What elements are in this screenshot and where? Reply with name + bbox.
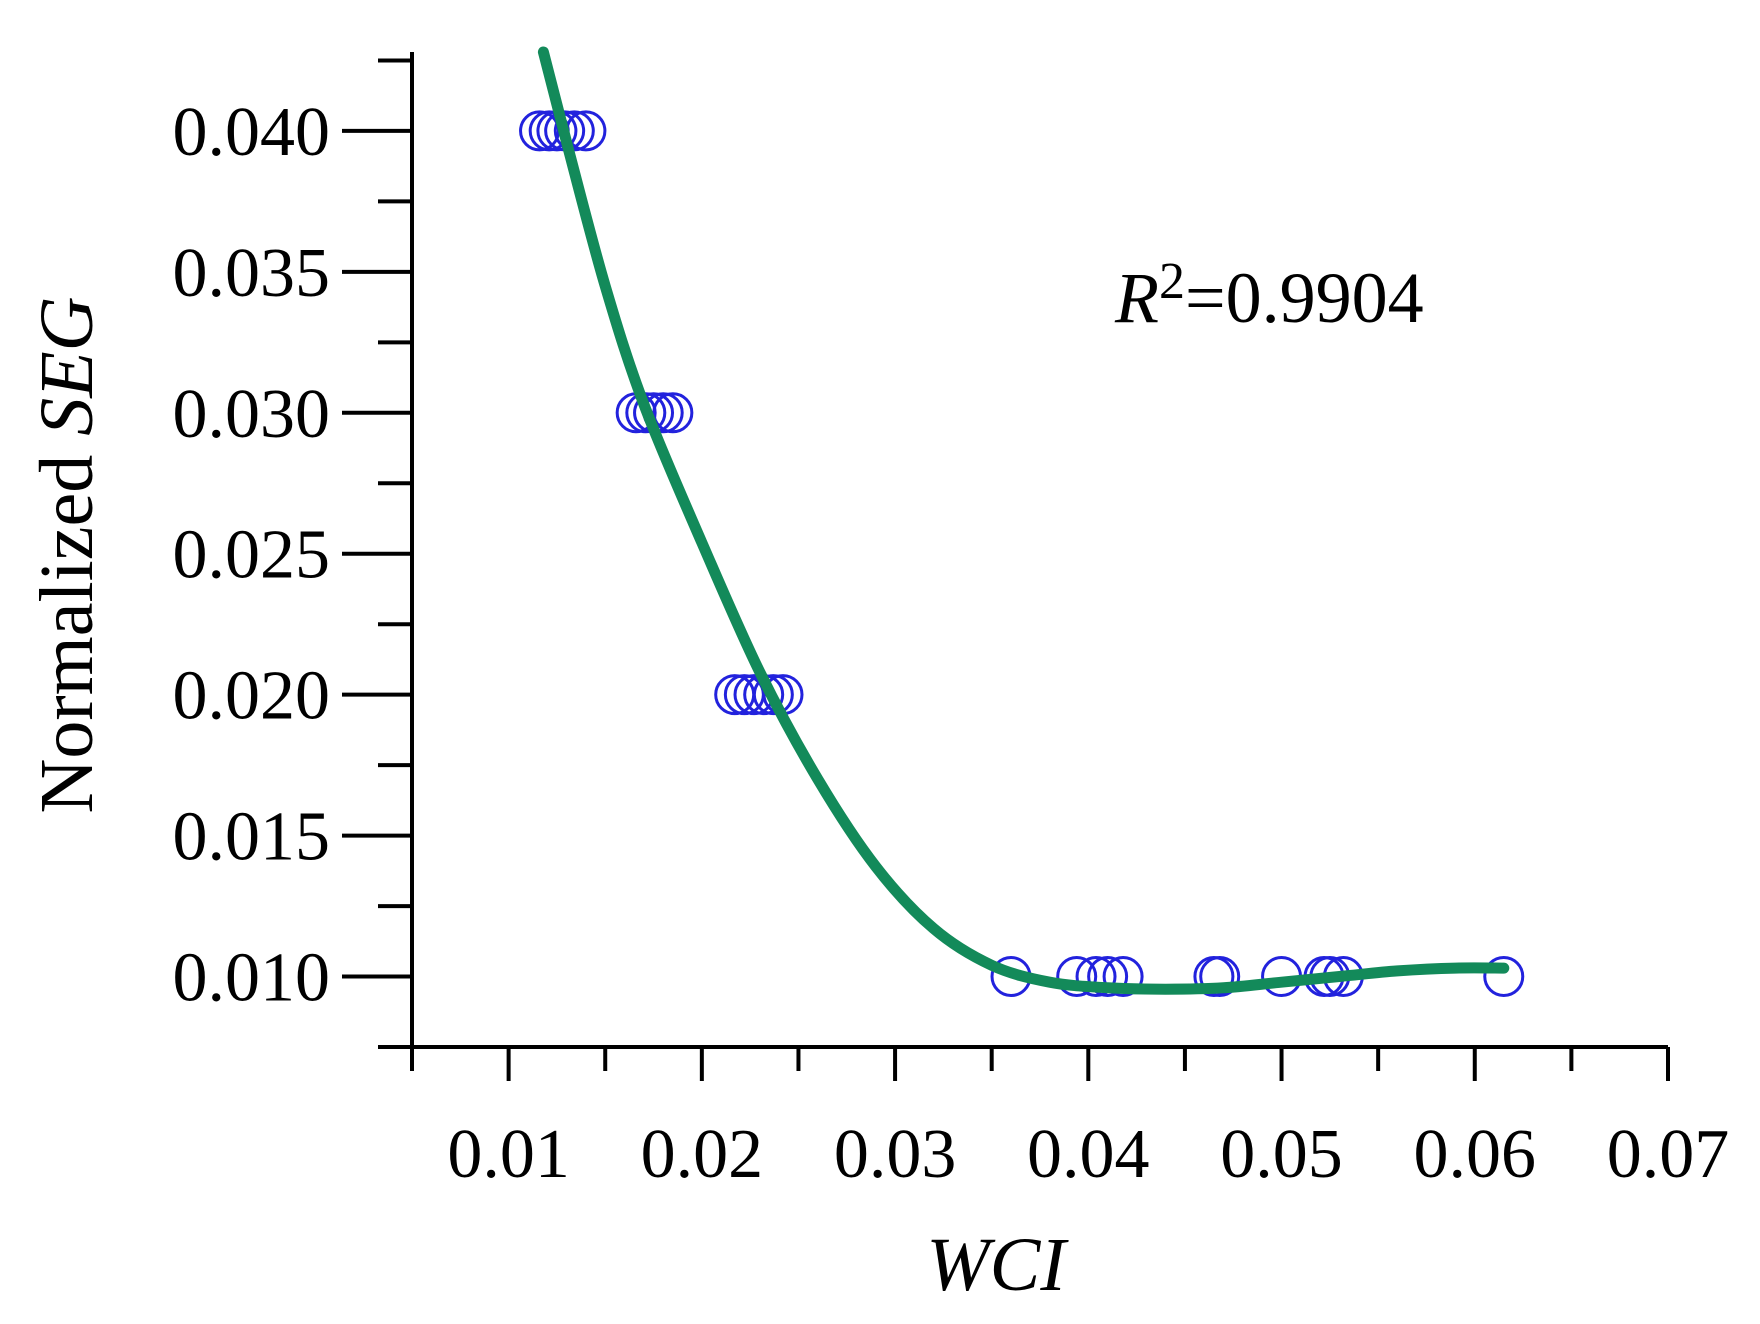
x-tick-label: 0.03 bbox=[834, 1116, 957, 1193]
data-point bbox=[1102, 956, 1144, 998]
y-tick-label: 0.040 bbox=[173, 94, 331, 171]
x-tick-label: 0.06 bbox=[1414, 1116, 1537, 1193]
y-axis-title-prefix: Normalized bbox=[25, 436, 109, 814]
x-tick-label: 0.04 bbox=[1027, 1116, 1150, 1193]
y-tick-label: 0.020 bbox=[173, 658, 331, 735]
x-ticks: 0.01 0.02 0.03 0.04 0.05 0.06 0.07 bbox=[410, 1047, 1730, 1193]
scatter-points bbox=[519, 110, 1525, 998]
data-point bbox=[1483, 956, 1525, 998]
x-tick-label: 0.01 bbox=[447, 1116, 570, 1193]
x-tick-label: 0.07 bbox=[1607, 1116, 1730, 1193]
x-tick-label: 0.02 bbox=[641, 1116, 764, 1193]
r-squared-superscript: 2 bbox=[1159, 253, 1185, 310]
r-squared-annotation: R2=0.9904 bbox=[1114, 253, 1424, 338]
data-point bbox=[1087, 956, 1129, 998]
r-squared-value: =0.9904 bbox=[1185, 258, 1424, 338]
data-point bbox=[1056, 956, 1098, 998]
y-axis-title-italic: SEG bbox=[25, 296, 109, 435]
fit-curve bbox=[537, 46, 1510, 995]
y-ticks: 0.010 0.015 0.020 0.025 0.030 0.035 0.040 bbox=[173, 58, 412, 1049]
y-axis-title: Normalized SEG bbox=[25, 296, 109, 813]
x-tick-label: 0.05 bbox=[1220, 1116, 1343, 1193]
data-point bbox=[1199, 956, 1241, 998]
axes bbox=[410, 52, 1668, 1049]
x-axis-title: WCI bbox=[926, 1223, 1069, 1307]
data-point bbox=[652, 392, 694, 434]
data-point bbox=[752, 674, 794, 716]
y-tick-label: 0.030 bbox=[173, 376, 331, 453]
data-point bbox=[1075, 956, 1117, 998]
y-tick-label: 0.010 bbox=[173, 940, 331, 1017]
r-squared-r: R bbox=[1114, 258, 1159, 338]
y-tick-label: 0.035 bbox=[173, 235, 331, 312]
y-tick-label: 0.025 bbox=[173, 517, 331, 594]
y-tick-label: 0.015 bbox=[173, 799, 331, 876]
